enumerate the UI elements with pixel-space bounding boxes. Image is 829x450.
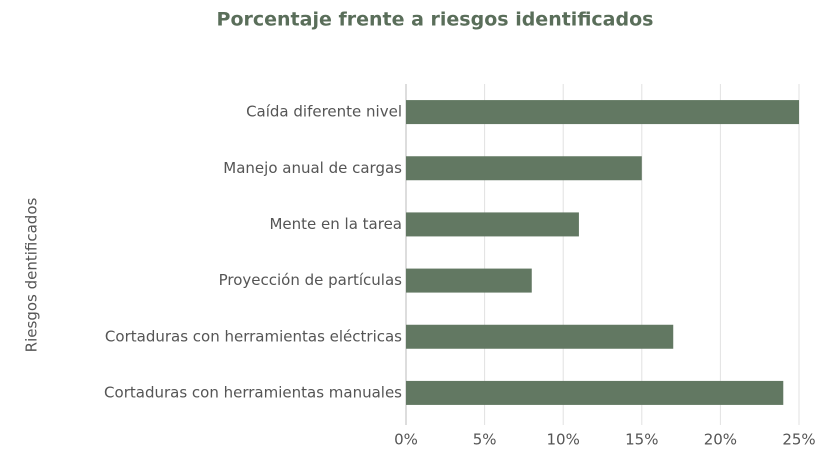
y-tick-label: Cortaduras con herramientas manuales (104, 383, 402, 401)
x-tick-label: 20% (704, 431, 737, 449)
bar (406, 324, 674, 349)
bar (406, 212, 579, 237)
y-tick-label: Cortaduras con herramientas eléctricas (105, 327, 402, 345)
y-axis-label: Riesgos dentificados (23, 198, 41, 353)
y-tick-label: Proyección de partículas (219, 271, 403, 289)
x-tick-label: 5% (473, 431, 497, 449)
x-tick-label: 0% (394, 431, 418, 449)
y-tick-label: Mente en la tarea (269, 215, 402, 233)
y-tick-label: Manejo anual de cargas (223, 159, 402, 177)
y-tick-label: Caída diferente nivel (246, 103, 402, 121)
chart-title: Porcentaje frente a riesgos identificado… (217, 9, 654, 31)
x-tick-label: 25% (782, 431, 815, 449)
bar (406, 268, 532, 293)
x-tick-label: 10% (547, 431, 580, 449)
bar (406, 100, 799, 125)
bar (406, 380, 784, 405)
x-tick-label: 15% (625, 431, 658, 449)
bar (406, 156, 642, 181)
